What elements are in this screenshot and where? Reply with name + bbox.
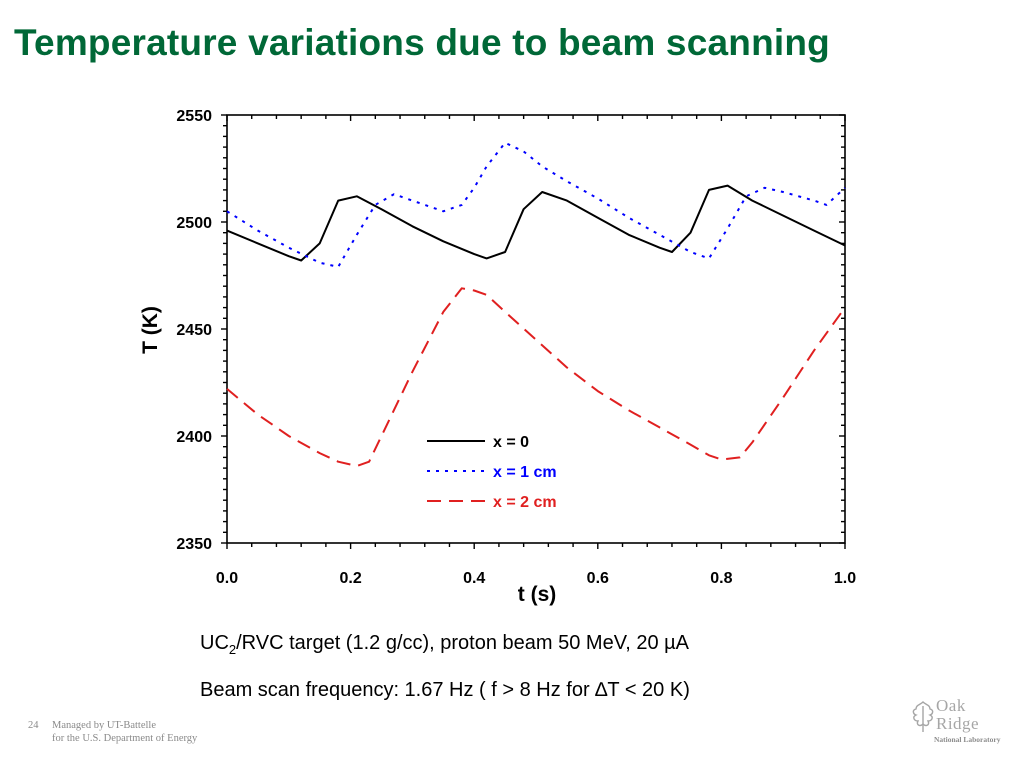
series-lines	[226, 141, 846, 467]
y-tick-label: 2450	[176, 322, 212, 339]
logo-line-2: Ridge	[936, 714, 980, 733]
footer-line-1: Managed by UT-Battelle	[52, 720, 157, 731]
x-tick-label: 0.0	[216, 570, 238, 587]
legend-label: x = 0	[493, 434, 529, 451]
legend-label: x = 1 cm	[493, 464, 557, 481]
footer-credit: Managed by UT-Battelle for the U.S. Depa…	[52, 719, 197, 745]
x-tick-label: 0.6	[587, 570, 609, 587]
x-tick-label: 0.4	[463, 570, 485, 587]
caption-scan-frequency: Beam scan frequency: 1.67 Hz ( f > 8 Hz …	[200, 679, 690, 701]
y-tick-label: 2400	[176, 429, 212, 446]
temperature-chart: 2350 2400 2450 2500 2550 0.0 0.2 0.4 0.6 0.8 1.0 x…	[139, 108, 856, 606]
slide-title: Temperature variations due to beam scann…	[14, 22, 830, 63]
series-line	[226, 184, 846, 262]
caption-target-suffix: /RVC target (1.2 g/cc), proton beam 50 M…	[236, 632, 689, 654]
footer-line-2: for the U.S. Department of Energy	[52, 733, 198, 744]
caption-target-subscript: 2	[228, 642, 237, 657]
legend: x = 0 x = 1 cm x = 2 cm	[427, 434, 557, 511]
axis-ticks	[221, 114, 846, 549]
x-axis-label: t (s)	[518, 583, 557, 606]
caption-target-prefix: UC	[200, 632, 229, 654]
tick-labels: 2350 2400 2450 2500 2550 0.0 0.2 0.4 0.6 0.8 1.0	[176, 108, 856, 587]
series-line	[226, 287, 846, 467]
oak-leaf-icon	[912, 701, 934, 732]
y-tick-label: 2550	[176, 108, 212, 125]
x-tick-label: 0.2	[339, 570, 361, 587]
y-tick-label: 2500	[176, 215, 212, 232]
oak-ridge-logo: Oak Ridge National Laboratory	[908, 694, 1018, 750]
logo-line-1: Oak	[936, 696, 966, 715]
series-line	[226, 141, 846, 268]
caption-target-info: UC2/RVC target (1.2 g/cc), proton beam 5…	[200, 632, 689, 657]
y-axis-label: T (K)	[139, 306, 162, 354]
page-number: 24	[28, 720, 39, 731]
x-tick-label: 1.0	[834, 570, 856, 587]
logo-line-3: National Laboratory	[934, 735, 1001, 744]
legend-label: x = 2 cm	[493, 494, 557, 511]
x-tick-label: 0.8	[710, 570, 732, 587]
y-tick-label: 2350	[176, 536, 212, 553]
